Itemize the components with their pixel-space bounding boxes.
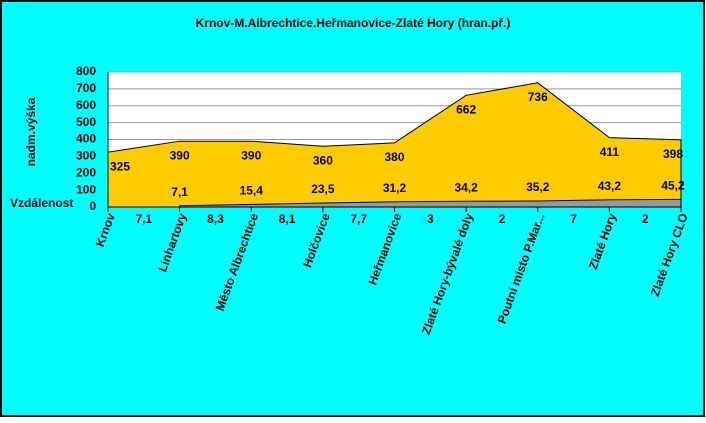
distance-value-label: 43,2 (598, 179, 622, 193)
y-tick-label: 0 (89, 199, 96, 213)
chart-title: Krnov-M.Albrechtice.Heřmanovice-Zlaté Ho… (196, 16, 511, 30)
segment-label: 7,1 (135, 212, 152, 226)
segment-label: 3 (427, 212, 434, 226)
y-tick-label: 300 (76, 149, 96, 163)
y-tick-label: 600 (76, 98, 96, 112)
area (107, 82, 682, 208)
distance-value-label: 15,4 (240, 184, 264, 198)
value-label: 390 (241, 148, 261, 162)
y-tick-label: 800 (76, 64, 96, 78)
distance-value-label: 45,2 (661, 179, 685, 193)
value-label: 411 (600, 145, 620, 159)
distance-label: Vzdálenost (10, 196, 73, 210)
segment-label: 8,3 (207, 212, 224, 226)
y-tick-label: 200 (76, 165, 96, 179)
segment-label: 7 (570, 212, 577, 226)
y-tick-label: 400 (76, 132, 96, 146)
y-tick-label: 500 (76, 115, 96, 129)
value-label: 662 (456, 102, 476, 116)
value-label: 325 (110, 159, 130, 173)
segment-label: 2 (499, 212, 506, 226)
distance-value-label: 31,2 (383, 181, 407, 195)
value-label: 390 (170, 148, 190, 162)
value-label: 736 (528, 90, 548, 104)
value-label: 398 (663, 147, 683, 161)
value-label: 380 (384, 150, 404, 164)
distance-value-label: 34,2 (454, 180, 478, 194)
y-tick-label: 700 (76, 81, 96, 95)
y-axis-label: nadm.výška (24, 97, 38, 166)
segment-label: 2 (642, 212, 649, 226)
distance-value-label: 7,1 (171, 185, 188, 199)
y-tick-label: 100 (76, 182, 96, 196)
distance-value-label: 23,5 (311, 182, 335, 196)
distance-value-label: 35,2 (526, 180, 550, 194)
area (179, 198, 682, 208)
value-label: 360 (313, 153, 333, 167)
segment-label: 8,1 (279, 212, 296, 226)
segment-label: 7,7 (350, 212, 367, 226)
